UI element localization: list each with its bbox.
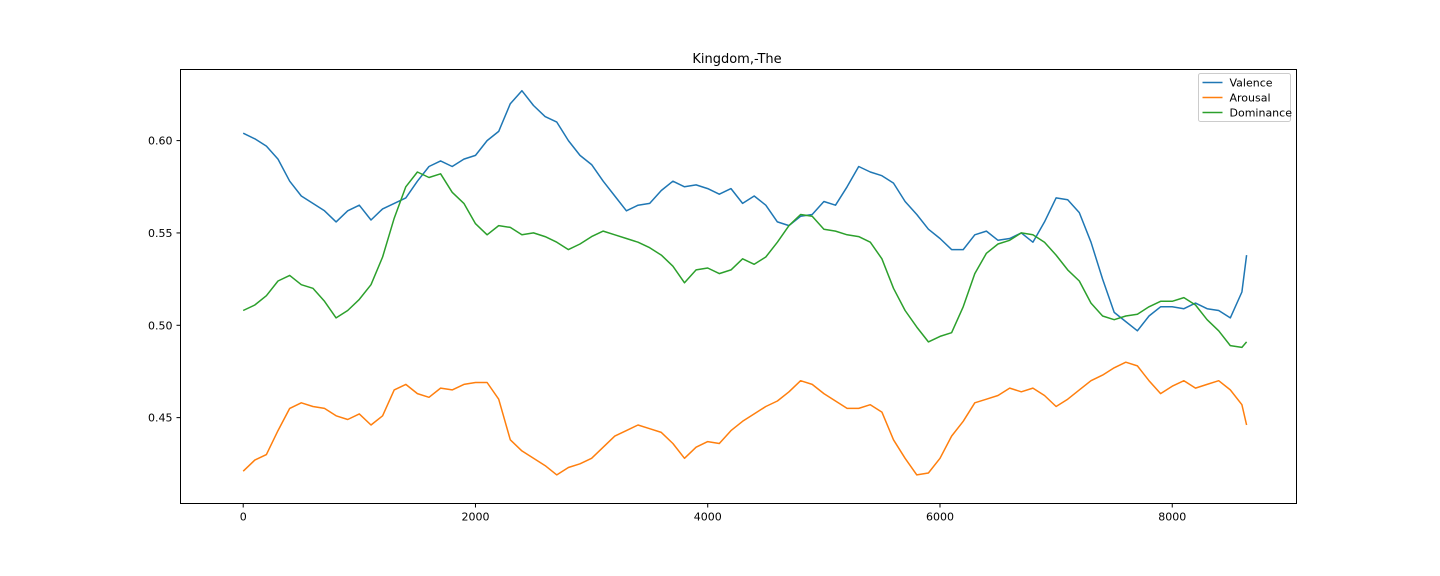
y-tick-label: 0.60 (148, 135, 173, 148)
series-line-valence (242, 89, 1248, 332)
series-line-dominance (242, 171, 1248, 349)
x-tick-label: 4000 (694, 511, 722, 524)
series-line-arousal (242, 361, 1248, 476)
legend-label-dominance: Dominance (1230, 107, 1293, 120)
y-tick-label: 0.55 (148, 227, 173, 240)
x-tick-label: 8000 (1158, 511, 1186, 524)
legend-label-valence: Valence (1230, 77, 1273, 90)
legend: Valence Arousal Dominance (1198, 73, 1293, 122)
chart-title: Kingdom,-The (692, 52, 781, 67)
x-axis: 0 2000 4000 6000 8000 (240, 503, 1186, 524)
x-tick-label: 0 (240, 511, 247, 524)
y-axis: 0.45 0.50 0.55 0.60 (148, 135, 181, 425)
y-tick-label: 0.45 (148, 412, 173, 425)
legend-label-arousal: Arousal (1230, 92, 1271, 105)
x-tick-label: 2000 (461, 511, 489, 524)
y-tick-label: 0.50 (148, 319, 173, 332)
x-tick-label: 6000 (926, 511, 954, 524)
legend-box (1198, 73, 1291, 122)
series-layer (242, 89, 1248, 476)
plot-frame (180, 69, 1297, 504)
